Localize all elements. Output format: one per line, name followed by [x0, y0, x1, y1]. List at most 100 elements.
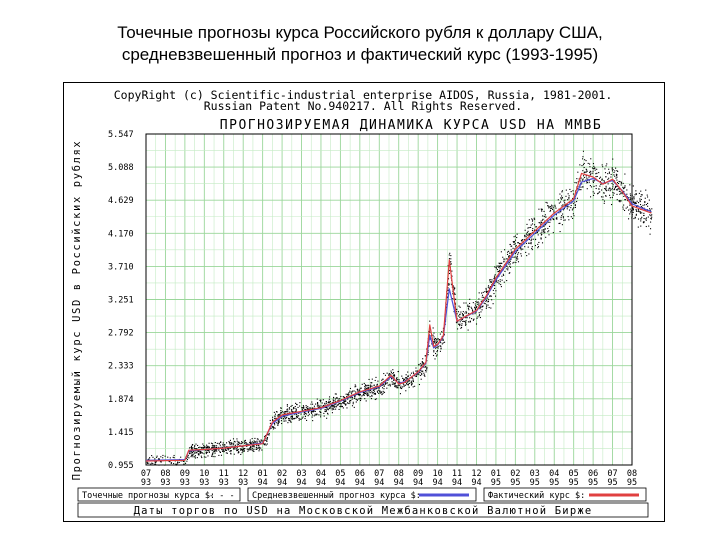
forecast-point	[390, 373, 392, 375]
forecast-point	[513, 236, 515, 238]
forecast-point	[651, 216, 653, 218]
forecast-point	[645, 217, 648, 219]
forecast-point	[305, 413, 308, 415]
forecast-point	[542, 218, 544, 220]
forecast-point	[238, 441, 240, 443]
forecast-point	[581, 179, 583, 181]
forecast-point	[343, 400, 345, 402]
forecast-point	[515, 261, 517, 264]
forecast-point	[284, 411, 286, 413]
forecast-point	[508, 255, 510, 257]
forecast-point	[493, 275, 496, 277]
forecast-point	[552, 208, 554, 210]
forecast-point	[345, 400, 347, 402]
forecast-point	[604, 188, 606, 190]
forecast-point	[462, 314, 464, 316]
forecast-point	[224, 444, 226, 446]
forecast-point	[284, 414, 286, 416]
forecast-point	[422, 362, 425, 364]
forecast-point	[285, 417, 287, 419]
x-tick-month: 07	[374, 469, 384, 479]
forecast-point	[475, 311, 477, 313]
forecast-point	[588, 176, 590, 178]
forecast-point	[305, 409, 307, 411]
forecast-point	[635, 193, 637, 195]
x-tick-month: 11	[452, 469, 462, 479]
forecast-point	[164, 464, 166, 466]
forecast-point	[256, 444, 258, 446]
forecast-point	[356, 388, 359, 390]
forecast-point	[595, 176, 597, 178]
forecast-point	[497, 280, 499, 282]
forecast-point	[564, 202, 566, 204]
forecast-point	[419, 363, 421, 365]
forecast-point	[614, 185, 617, 187]
forecast-point	[510, 251, 512, 253]
forecast-point	[291, 415, 293, 417]
forecast-point	[296, 404, 298, 406]
forecast-point	[610, 173, 612, 176]
forecast-point	[478, 292, 480, 294]
forecast-point	[463, 302, 465, 304]
forecast-point	[454, 293, 456, 295]
forecast-point	[623, 191, 625, 193]
forecast-point	[452, 285, 454, 287]
forecast-point	[390, 372, 392, 374]
forecast-point	[526, 231, 528, 234]
forecast-point	[635, 214, 637, 216]
forecast-point	[286, 408, 288, 410]
forecast-point	[183, 463, 185, 465]
forecast-point	[474, 303, 476, 305]
forecast-point	[339, 403, 342, 405]
forecast-point	[360, 387, 362, 389]
forecast-point	[212, 456, 214, 458]
forecast-point	[252, 442, 255, 444]
forecast-point	[398, 381, 400, 384]
forecast-point	[561, 190, 563, 192]
forecast-point	[455, 308, 457, 310]
x-tick-year: 95	[549, 478, 559, 488]
forecast-point	[638, 192, 640, 194]
forecast-point	[192, 443, 194, 446]
forecast-point	[211, 446, 213, 448]
forecast-point	[167, 456, 169, 458]
forecast-point	[313, 415, 315, 417]
forecast-point	[531, 247, 533, 249]
forecast-point	[440, 348, 442, 350]
forecast-point	[289, 408, 291, 410]
forecast-point	[450, 261, 452, 263]
forecast-point	[441, 339, 443, 341]
forecast-point	[516, 233, 518, 235]
forecast-point	[396, 387, 398, 389]
forecast-point	[312, 407, 314, 409]
x-tick-year: 94	[316, 478, 326, 488]
forecast-point	[393, 375, 396, 377]
x-tick-year: 95	[588, 478, 598, 488]
forecast-point	[277, 414, 279, 417]
forecast-point	[250, 446, 252, 448]
forecast-point	[216, 445, 218, 447]
forecast-point	[560, 211, 562, 213]
forecast-point	[498, 270, 500, 272]
forecast-point	[482, 291, 484, 293]
forecast-point	[364, 388, 367, 390]
forecast-point	[412, 386, 414, 388]
forecast-point	[216, 442, 218, 444]
forecast-point	[483, 302, 485, 304]
forecast-point	[477, 301, 479, 303]
forecast-point	[599, 176, 602, 178]
forecast-point	[561, 195, 563, 197]
forecast-point	[486, 299, 488, 302]
x-axis-label: Даты торгов по USD на Московской Межбанк…	[134, 505, 593, 517]
forecast-point	[343, 401, 345, 403]
forecast-point	[203, 447, 205, 449]
forecast-point	[562, 216, 564, 218]
forecast-point	[235, 445, 237, 447]
forecast-point	[434, 358, 436, 360]
forecast-point	[450, 263, 452, 265]
forecast-point	[466, 317, 468, 319]
forecast-point	[487, 285, 490, 287]
forecast-point	[531, 249, 533, 251]
forecast-point	[350, 391, 352, 393]
forecast-point	[333, 397, 335, 399]
